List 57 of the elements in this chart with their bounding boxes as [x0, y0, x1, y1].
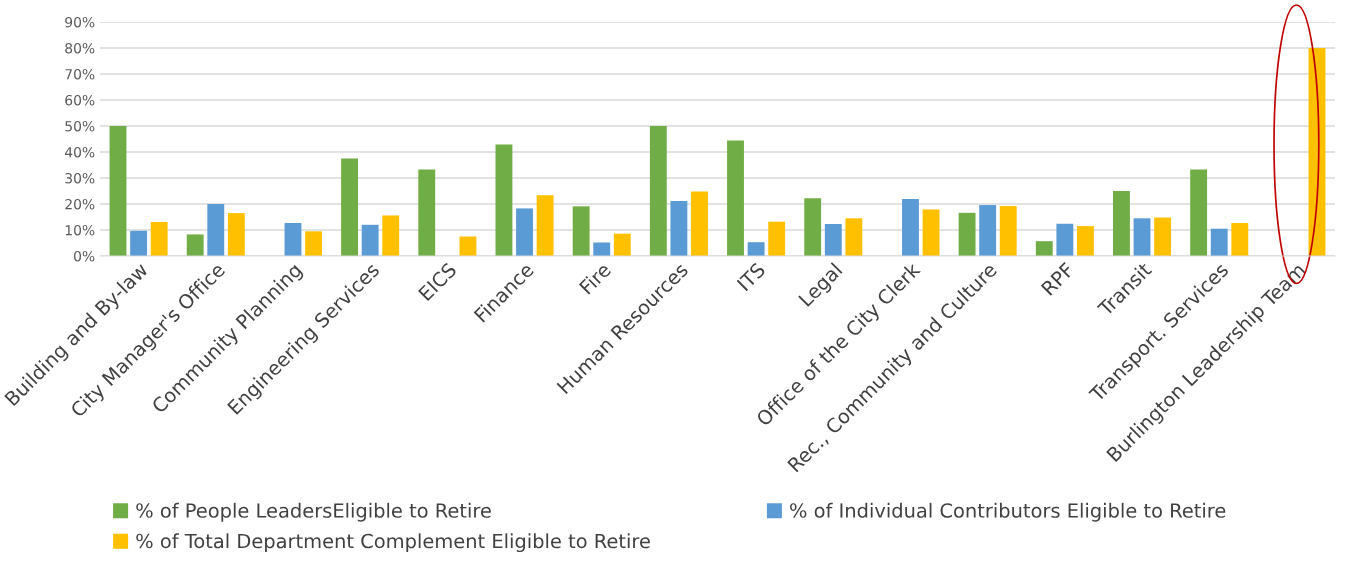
bar — [1035, 241, 1053, 256]
bar — [341, 158, 359, 256]
bar — [227, 213, 245, 256]
bar — [1076, 226, 1094, 256]
bar — [1056, 223, 1074, 256]
bar — [593, 242, 611, 256]
bar — [958, 212, 976, 256]
bar — [305, 231, 322, 256]
y-tick-label: 30% — [65, 172, 95, 184]
bar — [1113, 191, 1130, 256]
y-tick-label: 10% — [65, 224, 95, 236]
bar — [382, 215, 400, 256]
bar — [1154, 217, 1172, 256]
bar — [1133, 218, 1151, 256]
legend-label: % of Individual Contributors Eligible to Retire — [790, 502, 1226, 522]
bar — [999, 206, 1017, 256]
bar — [804, 198, 822, 256]
bar — [150, 221, 168, 256]
bar — [768, 221, 786, 256]
y-tick-label: 80% — [65, 42, 95, 54]
bar — [516, 208, 533, 256]
bar — [747, 242, 765, 256]
y-tick-label: 90% — [65, 16, 95, 28]
bar — [1210, 228, 1228, 256]
legend-label: % of Total Department Complement Eligible to Retire — [136, 533, 650, 553]
bar — [186, 234, 204, 256]
bar — [1231, 222, 1249, 256]
bar — [109, 126, 127, 256]
bar — [845, 218, 863, 256]
bar — [649, 126, 667, 256]
x-tick-label: ITS — [736, 261, 766, 292]
y-tick-label: 70% — [65, 68, 95, 80]
y-tick-label: 0% — [74, 250, 95, 262]
bar — [613, 233, 631, 256]
bar — [130, 230, 148, 256]
y-tick-label: 50% — [65, 120, 95, 132]
bar — [361, 224, 379, 256]
y-tick-label: 60% — [65, 94, 95, 106]
y-tick-label: 40% — [64, 146, 95, 158]
bar — [670, 200, 688, 256]
legend-label: % of People LeadersEligible to Retire — [136, 502, 491, 522]
bar — [979, 205, 997, 256]
bar — [418, 169, 436, 256]
bar — [727, 140, 744, 256]
bar — [572, 206, 590, 256]
bar — [922, 209, 940, 256]
bar — [207, 204, 225, 256]
bar — [495, 144, 513, 256]
bar — [824, 224, 842, 256]
bar — [691, 191, 708, 256]
y-tick-label: 20% — [65, 198, 95, 210]
bar — [1190, 169, 1208, 256]
bar — [284, 222, 302, 256]
bar — [536, 195, 554, 256]
x-tick-label: Fire — [578, 261, 612, 295]
bar — [902, 199, 919, 256]
bar — [459, 236, 477, 256]
